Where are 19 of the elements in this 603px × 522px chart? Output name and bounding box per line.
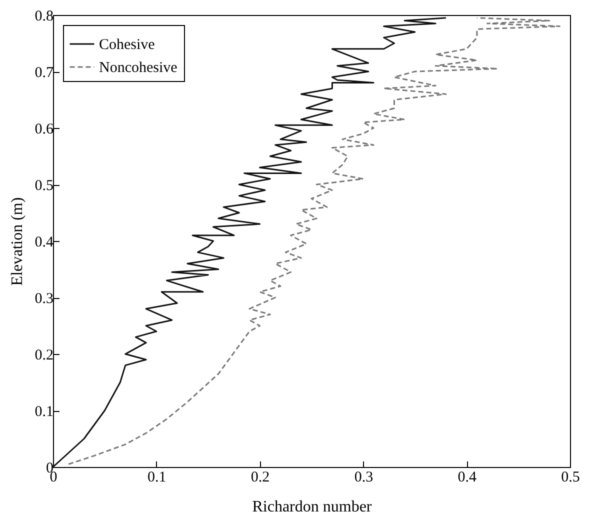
x-axis-title: Richardon number [252, 498, 372, 516]
x-tick-label: 0.3 [354, 470, 374, 486]
y-tick-label: 0.3 [34, 291, 54, 307]
y-tick-label: 0.6 [34, 122, 54, 138]
legend-label: Cohesive [99, 37, 156, 53]
y-tick-label: 0.8 [34, 8, 54, 24]
y-tick-label: 0.1 [34, 404, 54, 420]
line-series [52, 17, 447, 468]
line-series [68, 17, 560, 465]
legend-label: Noncohesive [99, 60, 178, 76]
y-axis-title: Elevation (m) [8, 197, 26, 286]
x-tick-label: 0.2 [250, 470, 270, 486]
y-tick-label: 0.7 [34, 65, 54, 81]
x-tick-label: 0.5 [561, 470, 580, 486]
y-tick-label: 0.2 [34, 348, 54, 364]
y-tick-label: 0.4 [34, 234, 54, 250]
y-tick-label: 0.5 [34, 178, 54, 194]
x-tick-label: 0.4 [458, 470, 477, 486]
x-tick-label: 0.1 [148, 470, 166, 486]
